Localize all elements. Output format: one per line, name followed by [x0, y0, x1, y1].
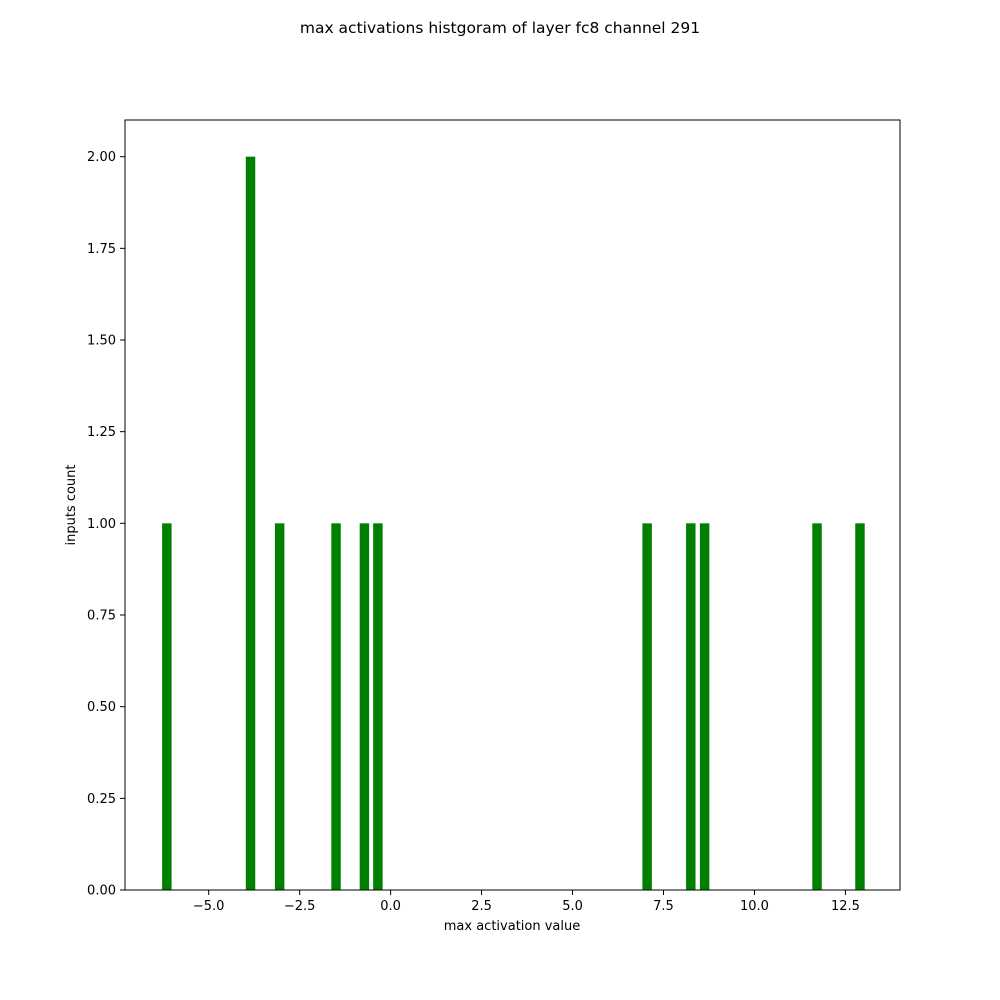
x-tick-label: 2.5: [471, 899, 492, 914]
histogram-bar: [274, 523, 285, 890]
chart-title: max activations histgoram of layer fc8 c…: [300, 19, 700, 37]
y-tick-label: 0.00: [87, 884, 116, 899]
x-tick-label: 12.5: [831, 899, 860, 914]
x-tick-label: 0.0: [380, 899, 401, 914]
histogram-bar: [162, 523, 172, 890]
bars-layer: [162, 156, 865, 891]
x-axis-title: max activation value: [444, 919, 580, 934]
histogram-bar: [373, 523, 383, 890]
histogram-bar: [686, 523, 696, 890]
x-tick-label: 10.0: [740, 899, 769, 914]
histogram-bar: [331, 523, 341, 890]
y-tick-label: 0.50: [87, 700, 116, 715]
y-tick-label: 1.25: [87, 425, 116, 440]
y-tick-label: 0.75: [87, 609, 116, 624]
histogram-bar: [812, 523, 822, 890]
y-axis-ticks: 0.00 0.25 0.50 0.75 1.00 1.25 1.50 1.75 2.00: [87, 150, 125, 899]
y-tick-label: 1.75: [87, 242, 116, 257]
plot-frame: [124, 119, 901, 891]
x-tick-label: 5.0: [562, 899, 583, 914]
histogram-bar: [359, 523, 370, 890]
y-tick-label: 1.00: [87, 517, 116, 532]
y-tick-label: 2.00: [87, 150, 116, 165]
x-axis-ticks: −5.0 −2.5 0.0 2.5 5.0 7.5 10.0 12.5: [193, 890, 860, 914]
histogram-bar: [245, 156, 256, 891]
x-tick-label: −5.0: [193, 899, 225, 914]
histogram-bar: [855, 523, 865, 890]
y-tick-label: 1.50: [87, 334, 116, 349]
y-tick-label: 0.25: [87, 792, 116, 807]
x-tick-label: −2.5: [284, 899, 316, 914]
x-tick-label: 7.5: [653, 899, 674, 914]
histogram-bar: [642, 523, 652, 890]
y-axis-title: inputs count: [64, 464, 79, 545]
histogram-bar: [699, 523, 710, 890]
